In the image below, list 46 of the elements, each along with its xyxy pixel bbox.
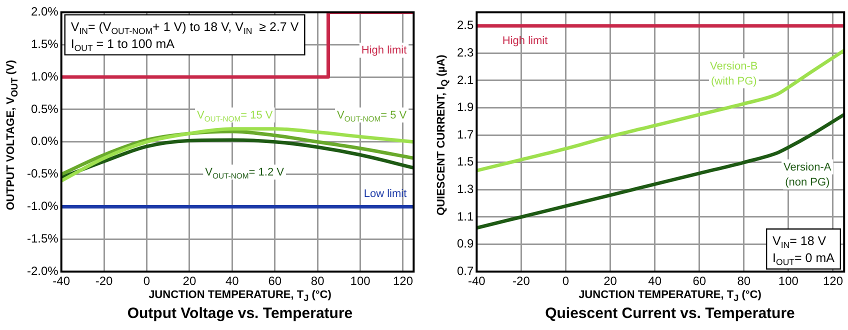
ref-line-label: High limit	[502, 34, 548, 47]
y-tick-label: 2.3	[456, 45, 474, 60]
y-tick-label: 0.5%	[30, 102, 59, 116]
y-tick-label: 2.0%	[30, 4, 59, 19]
x-tick-label: 20	[182, 274, 196, 288]
x-tick-label: 0	[143, 274, 150, 288]
y-tick-label: 2.1	[456, 72, 474, 87]
y-tick-label: 1.1	[456, 209, 474, 224]
ref-line-label: Low limit	[364, 188, 407, 200]
y-tick-label: 0.9	[456, 236, 474, 251]
text: Quiescent Current vs. Temperature	[544, 305, 796, 322]
x-tick-label: 100	[350, 274, 371, 288]
x-tick-label: 100	[778, 274, 799, 288]
x-tick-label: 20	[604, 274, 618, 288]
text: High limit	[361, 44, 407, 57]
y-tick-label: 1.3	[456, 182, 474, 196]
x-tick-label: 60	[692, 274, 706, 288]
x-tick-label: 120	[392, 274, 414, 288]
x-tick-label: 40	[648, 274, 662, 288]
x-tick-label: 80	[310, 274, 325, 288]
y-tick-label: 2.5	[456, 18, 474, 32]
line-series	[61, 127, 414, 183]
x-tick-label: 60	[268, 274, 282, 288]
y-tick-label: -1.0%	[26, 199, 59, 214]
x-axis-title: JUNCTION TEMPERATURE, T$_{J}$ (°C)	[148, 289, 332, 304]
series-label: Version-B (with PG)	[710, 60, 758, 88]
x-tick-label: -20	[512, 274, 530, 288]
y-tick-label: 1.5%	[30, 36, 59, 51]
y-tick-label: -0.5%	[26, 166, 59, 181]
line-series	[476, 48, 844, 172]
y-tick-label: 1.9	[456, 100, 474, 114]
series-label: Version-A (non PG)	[784, 161, 832, 188]
y-tick-label: 1.7	[456, 127, 474, 142]
line-series	[61, 138, 414, 180]
y-tick-label: -1.5%	[26, 231, 59, 246]
x-tick-label: 120	[822, 274, 844, 288]
x-tick-label: 40	[225, 274, 240, 288]
x-axis-title: JUNCTION TEMPERATURE, T$_{J}$ (°C)	[578, 289, 762, 304]
line-series	[476, 112, 844, 230]
y-tick-label: 1.5	[456, 154, 474, 169]
y-tick-label: 0.0%	[30, 134, 59, 148]
x-tick-label: 80	[737, 274, 751, 288]
y-tick-label: 1.0%	[30, 69, 59, 84]
x-tick-label: -20	[95, 274, 114, 288]
x-tick-label: 0	[562, 274, 570, 288]
text: Output Voltage vs. Temperature	[126, 305, 354, 322]
